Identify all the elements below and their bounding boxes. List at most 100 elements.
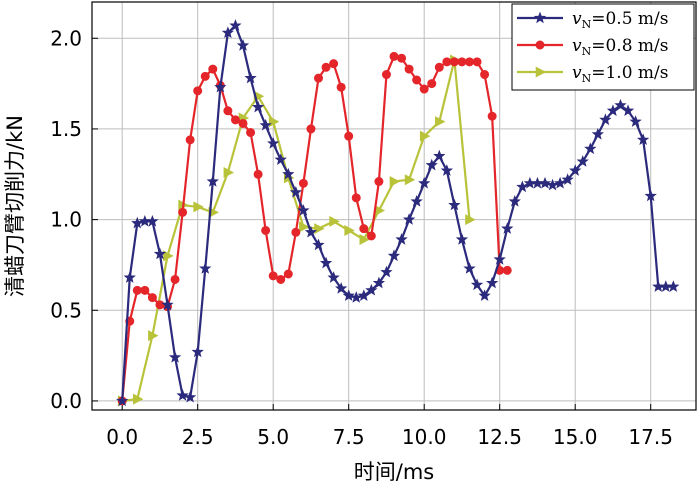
data-point bbox=[380, 265, 393, 278]
data-point bbox=[350, 291, 363, 303]
legend-label: vN=0.5 m/s bbox=[572, 9, 669, 31]
data-point bbox=[147, 293, 157, 303]
series-layer bbox=[116, 19, 680, 407]
legend-entry: vN=0.8 m/s bbox=[517, 36, 669, 58]
data-point bbox=[342, 289, 355, 301]
data-point bbox=[440, 164, 453, 176]
legend: vN=0.5 m/svN=0.8 m/svN=1.0 m/s bbox=[511, 3, 695, 91]
data-point bbox=[351, 193, 361, 203]
data-point bbox=[229, 19, 242, 31]
y-tick-label: 1.0 bbox=[50, 208, 82, 232]
data-point bbox=[359, 234, 370, 246]
data-point bbox=[221, 26, 235, 39]
data-point bbox=[236, 39, 250, 51]
data-point bbox=[312, 238, 325, 251]
data-point bbox=[261, 225, 271, 235]
data-point bbox=[289, 185, 302, 198]
data-point bbox=[163, 250, 174, 262]
legend-marker bbox=[535, 66, 547, 78]
data-point bbox=[191, 345, 204, 358]
plot-frame bbox=[91, 1, 697, 411]
data-point bbox=[576, 155, 589, 167]
legend-label-value: =0.8 m/s bbox=[591, 36, 668, 56]
data-point bbox=[206, 175, 219, 187]
data-point bbox=[410, 195, 423, 207]
x-tick-label: 7.5 bbox=[333, 425, 365, 449]
data-point bbox=[419, 130, 431, 142]
data-point bbox=[457, 57, 467, 67]
data-point bbox=[561, 173, 574, 185]
data-point bbox=[268, 271, 278, 281]
data-point bbox=[321, 62, 331, 72]
data-point bbox=[319, 256, 333, 269]
data-point bbox=[419, 84, 429, 94]
y-tick-labels: 0.0 0.5 1.0 1.5 2.0 bbox=[50, 26, 82, 413]
data-point bbox=[501, 222, 514, 234]
data-point bbox=[304, 225, 318, 238]
data-point bbox=[297, 204, 310, 216]
legend-marker bbox=[533, 11, 547, 24]
x-tick-label: 17.5 bbox=[628, 425, 673, 449]
x-tick-label: 12.5 bbox=[477, 425, 522, 449]
data-point bbox=[214, 80, 227, 93]
data-point bbox=[538, 176, 552, 189]
data-point bbox=[433, 149, 446, 162]
data-point bbox=[404, 64, 414, 74]
data-point bbox=[546, 178, 559, 191]
data-point bbox=[291, 227, 301, 237]
data-point bbox=[208, 64, 218, 74]
data-point bbox=[223, 166, 235, 178]
legend-label-subscript: N bbox=[582, 72, 592, 85]
data-point bbox=[455, 233, 469, 245]
data-point bbox=[381, 70, 391, 80]
data-point bbox=[465, 57, 474, 67]
data-point bbox=[402, 213, 416, 225]
data-point bbox=[357, 289, 370, 301]
data-point bbox=[251, 100, 265, 113]
data-point bbox=[148, 330, 159, 342]
data-point bbox=[389, 176, 401, 188]
legend-label-value: =0.5 m/s bbox=[591, 9, 668, 29]
x-tick-label: 10.0 bbox=[402, 425, 447, 449]
data-point bbox=[184, 390, 197, 403]
data-point bbox=[427, 79, 437, 89]
series-line bbox=[121, 55, 508, 402]
legend-label: vN=0.8 m/s bbox=[572, 36, 669, 58]
data-point bbox=[591, 127, 604, 140]
y-tick-label: 2.0 bbox=[50, 26, 82, 50]
legend-label-symbol: v bbox=[572, 9, 582, 29]
data-point bbox=[465, 214, 476, 226]
data-point bbox=[472, 57, 482, 67]
data-point bbox=[253, 169, 263, 179]
data-point bbox=[244, 71, 257, 84]
data-point bbox=[168, 350, 182, 363]
legend-label-symbol: v bbox=[572, 63, 582, 83]
x-tick-label: 2.5 bbox=[182, 425, 214, 449]
data-point bbox=[372, 276, 386, 289]
data-point bbox=[374, 177, 384, 187]
x-axis-label: 时间/ms bbox=[354, 460, 434, 484]
y-tick-label: 1.5 bbox=[50, 117, 82, 141]
data-point bbox=[140, 285, 150, 295]
data-point bbox=[155, 300, 165, 310]
data-point bbox=[569, 164, 582, 176]
data-point bbox=[493, 253, 506, 265]
data-point bbox=[397, 53, 407, 63]
data-point bbox=[448, 198, 461, 211]
series-0 bbox=[116, 19, 680, 407]
data-point bbox=[599, 113, 612, 126]
x-tick-label: 15.0 bbox=[553, 425, 598, 449]
data-point bbox=[268, 116, 280, 128]
data-point bbox=[299, 221, 310, 233]
data-point bbox=[116, 394, 129, 407]
data-point bbox=[667, 280, 680, 292]
data-point bbox=[434, 62, 444, 72]
data-point bbox=[486, 276, 499, 289]
legend-entry: vN=1.0 m/s bbox=[517, 63, 669, 85]
data-point bbox=[344, 224, 355, 236]
grid-lines bbox=[92, 2, 696, 410]
data-point bbox=[387, 249, 401, 262]
data-point bbox=[223, 106, 233, 116]
data-point bbox=[629, 115, 642, 127]
